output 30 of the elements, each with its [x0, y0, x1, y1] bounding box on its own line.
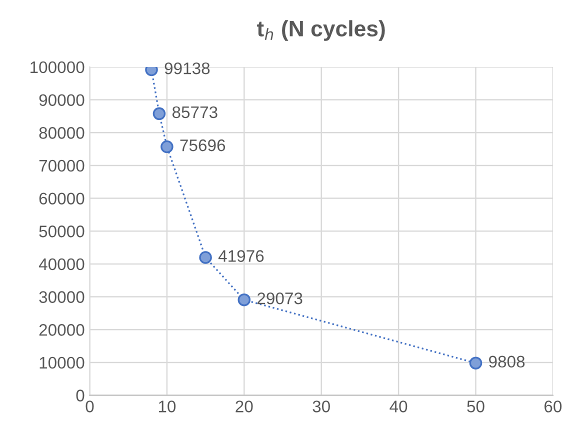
y-tick-label: 30000	[39, 291, 84, 303]
y-tick-label: 60000	[39, 192, 84, 204]
y-tick-label: 40000	[38, 258, 84, 270]
y-tick-label: 80000	[39, 127, 84, 139]
y-tick-label: 100000	[30, 61, 84, 74]
y-tick-label: 90000	[39, 94, 84, 106]
y-tick-label: 70000	[39, 160, 84, 172]
y-tick-label: 0	[76, 390, 84, 402]
data-label: 85773	[172, 106, 218, 118]
point	[469, 356, 482, 370]
data-label: 29073	[257, 292, 302, 304]
data-label: 75696	[180, 139, 226, 152]
data-label: 9808	[489, 356, 525, 368]
point	[152, 107, 166, 120]
x-tick-label: 30	[312, 400, 330, 412]
y-tick-label: 10000	[40, 356, 84, 369]
point	[199, 251, 212, 264]
x-tick-label: 10	[158, 400, 176, 412]
x-tick-label: 40	[390, 400, 408, 412]
y-tick-label: 20000	[39, 324, 84, 336]
point	[238, 293, 251, 306]
x-tick-label: 0	[86, 400, 94, 412]
data-label: 41976	[218, 250, 264, 262]
x-tick-label: 20	[236, 400, 253, 412]
point	[160, 140, 174, 154]
y-tick-label: 50000	[39, 226, 84, 238]
chart-title: t$_{h}$ (N cycles)	[256, 20, 385, 41]
data-label: 99138	[164, 62, 210, 74]
x-tick-label: 60	[544, 400, 562, 412]
x-tick-label: 50	[467, 400, 484, 412]
